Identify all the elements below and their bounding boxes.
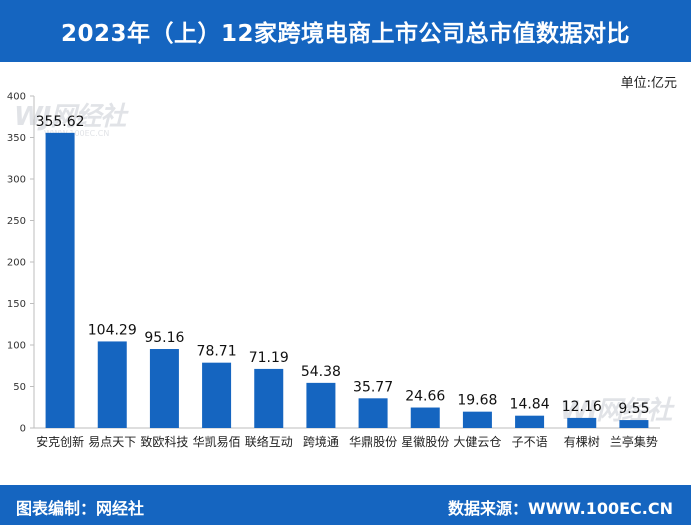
y-tick-label: 200 xyxy=(7,258,26,269)
bar-value-label: 9.55 xyxy=(618,401,649,417)
y-tick-label: 100 xyxy=(7,341,26,352)
bar xyxy=(149,349,179,428)
y-tick-label: 150 xyxy=(7,299,26,310)
x-category-label: 安克创新 xyxy=(36,434,84,449)
watermark-mark: WJ网经社 xyxy=(14,102,126,132)
x-category-label: 致欧科技 xyxy=(140,435,188,449)
bar xyxy=(515,415,545,428)
footer-source: 数据来源：WWW.100EC.CN xyxy=(447,499,673,518)
bar-chart: 0 50 100 150 200 250 300 350 400 355.62 安克创新 104.29… xyxy=(7,92,660,449)
bar xyxy=(462,411,492,428)
y-tick-label: 400 xyxy=(7,92,26,103)
bar-value-label: 355.62 xyxy=(36,114,85,130)
y-tick-label: 0 xyxy=(20,424,26,435)
y-tick-label: 300 xyxy=(7,175,26,186)
bar-value-label: 104.29 xyxy=(88,322,137,338)
bar-value-label: 78.71 xyxy=(197,344,237,360)
x-category-label: 华鼎股份 xyxy=(349,435,397,449)
bar xyxy=(306,382,336,428)
unit-label: 单位:亿元 xyxy=(620,76,677,91)
bar xyxy=(45,132,75,429)
bar xyxy=(567,417,597,428)
bar-value-label: 54.38 xyxy=(301,364,341,380)
watermark-url: WWW.100EC.CN xyxy=(44,129,110,138)
x-category-label: 大健云仓 xyxy=(453,435,501,449)
bar-value-label: 35.77 xyxy=(353,379,393,395)
chart-title-bar: 2023年（上）12家跨境电商上市公司总市值数据对比 xyxy=(0,0,691,62)
x-category-label: 子不语 xyxy=(512,435,548,449)
x-category-label: 联络互动 xyxy=(245,434,293,449)
x-category-label: 华凯易佰 xyxy=(193,435,241,449)
bar-value-label: 14.84 xyxy=(510,397,550,413)
x-category-label: 兰亭集势 xyxy=(610,434,658,449)
bar xyxy=(358,398,388,428)
bar xyxy=(619,420,649,428)
y-tick-label: 250 xyxy=(7,216,26,227)
x-category-label: 跨境通 xyxy=(303,434,339,449)
bar-value-label: 71.19 xyxy=(249,350,289,366)
bar-value-label: 95.16 xyxy=(144,330,184,346)
bar-value-label: 19.68 xyxy=(457,393,497,409)
x-category-label: 星徽股份 xyxy=(401,434,449,449)
x-category-label: 有棵树 xyxy=(564,434,600,449)
bar-value-label: 24.66 xyxy=(405,389,445,405)
x-category-label: 易点天下 xyxy=(88,435,136,449)
footer-credit: 图表编制：网经社 xyxy=(16,499,145,518)
bar xyxy=(254,368,284,428)
bar xyxy=(97,341,127,428)
chart-title: 2023年（上）12家跨境电商上市公司总市值数据对比 xyxy=(60,21,631,47)
bar xyxy=(202,362,232,428)
footer-bar: 图表编制：网经社 数据来源：WWW.100EC.CN xyxy=(0,485,691,525)
watermark-logo: WJ网经社 WWW.100EC.CN xyxy=(14,96,126,138)
y-tick-label: 350 xyxy=(7,133,26,144)
y-tick-label: 50 xyxy=(13,382,26,393)
bar-value-label: 12.16 xyxy=(562,399,602,415)
bar xyxy=(410,407,440,428)
